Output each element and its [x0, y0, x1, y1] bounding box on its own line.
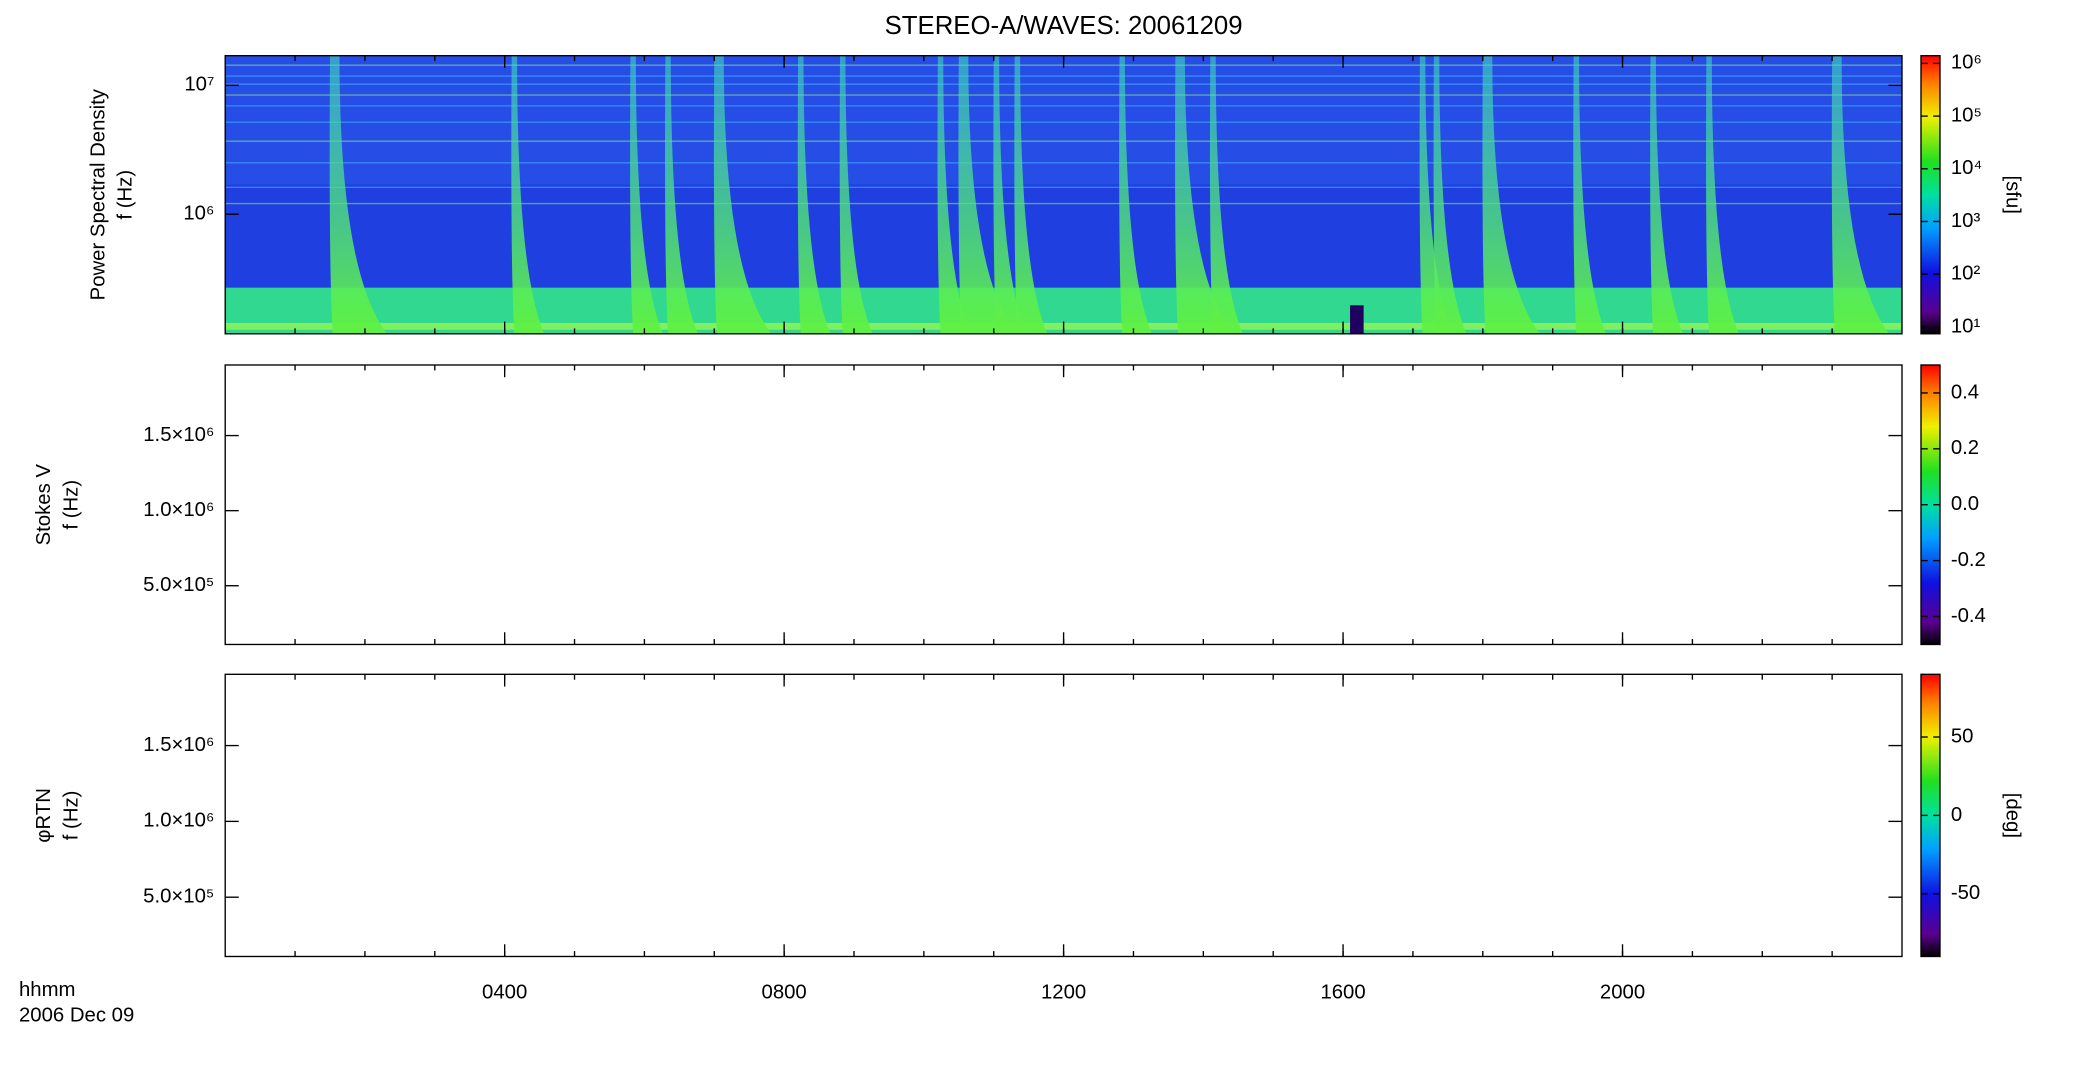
y-axis-label: Stokes V	[33, 464, 55, 546]
x-axis-label: hhmm	[19, 979, 75, 1001]
colorbar-tick-label: 10¹	[1951, 315, 1981, 337]
burst-streak	[1209, 55, 1243, 334]
burst-streak	[993, 55, 1027, 334]
colorbar-tick-label: 10³	[1951, 210, 1981, 232]
burst-streak	[1573, 55, 1607, 334]
y-tick-label: 5.0×10⁵	[143, 574, 214, 596]
burst-streak	[797, 55, 831, 334]
x-tick-label: 1600	[1320, 981, 1365, 1003]
burst-streak	[839, 55, 873, 334]
colorbar-tick-label: 0	[1951, 804, 1962, 826]
y-tick-label: 10⁷	[184, 74, 214, 96]
y-tick-label: 10⁶	[183, 203, 214, 225]
y-tick-label: 1.5×10⁶	[143, 734, 214, 756]
colorbar-tick-label: 50	[1951, 725, 1974, 747]
burst-streak	[713, 55, 772, 334]
burst-streak	[958, 55, 1016, 334]
colorbar	[1920, 55, 1941, 335]
burst-streak	[937, 55, 971, 334]
colorbar-tick-label: -0.2	[1951, 549, 1986, 571]
colorbar-label: [deg]	[2002, 793, 2024, 838]
x-tick-label: 2000	[1600, 981, 1645, 1003]
x-tick-label: 0400	[482, 981, 527, 1003]
colorbar-tick-label: -0.4	[1951, 605, 1986, 627]
y-tick-label: 1.0×10⁶	[143, 499, 214, 521]
burst-streak	[665, 55, 698, 334]
colorbar-tick-label: 0.4	[1951, 381, 1979, 403]
burst-streak	[1175, 55, 1233, 334]
burst-streak	[1419, 55, 1453, 334]
x-tick-label: 0800	[762, 981, 807, 1003]
colorbar-tick-label: 10⁴	[1951, 157, 1982, 179]
burst-streak	[329, 55, 387, 334]
burst-streak	[1119, 55, 1153, 334]
y-axis-label: φRTN	[33, 788, 55, 843]
burst-streak	[1706, 55, 1739, 334]
colorbar-tick-label: 0.2	[1951, 437, 1979, 459]
plot-frame	[224, 364, 1903, 646]
y-tick-label: 1.5×10⁶	[143, 424, 214, 446]
burst-streak	[630, 55, 663, 334]
y-axis-label: f (Hz)	[60, 791, 82, 841]
burst-streak	[1831, 55, 1890, 334]
y-axis-label: f (Hz)	[60, 480, 82, 530]
y-axis-label: f (Hz)	[115, 170, 137, 220]
y-tick-label: 5.0×10⁵	[143, 886, 214, 908]
chart-title: STEREO-A/WAVES: 20061209	[885, 12, 1243, 40]
burst-streak	[1650, 55, 1684, 334]
burst-streak	[511, 55, 545, 334]
colorbar-tick-label: 10⁵	[1951, 104, 1982, 126]
colorbar-label: [sfu]	[2002, 176, 2024, 214]
colorbar-tick-label: 10²	[1951, 263, 1981, 285]
x-tick-label: 1200	[1041, 981, 1086, 1003]
burst-streak	[1014, 55, 1048, 334]
colorbar-tick-label: -50	[1951, 882, 1980, 904]
colorbar-tick-label: 0.0	[1951, 493, 1979, 515]
burst-streak	[1482, 55, 1540, 334]
plot-frame	[224, 673, 1903, 958]
spectrogram-gap	[1350, 305, 1364, 334]
y-axis-label: Power Spectral Density	[87, 88, 109, 300]
colorbar-tick-label: 10⁶	[1951, 52, 1982, 74]
burst-streak	[1433, 55, 1467, 334]
y-tick-label: 1.0×10⁶	[143, 810, 214, 832]
x-axis-label: 2006 Dec 09	[19, 1005, 134, 1027]
